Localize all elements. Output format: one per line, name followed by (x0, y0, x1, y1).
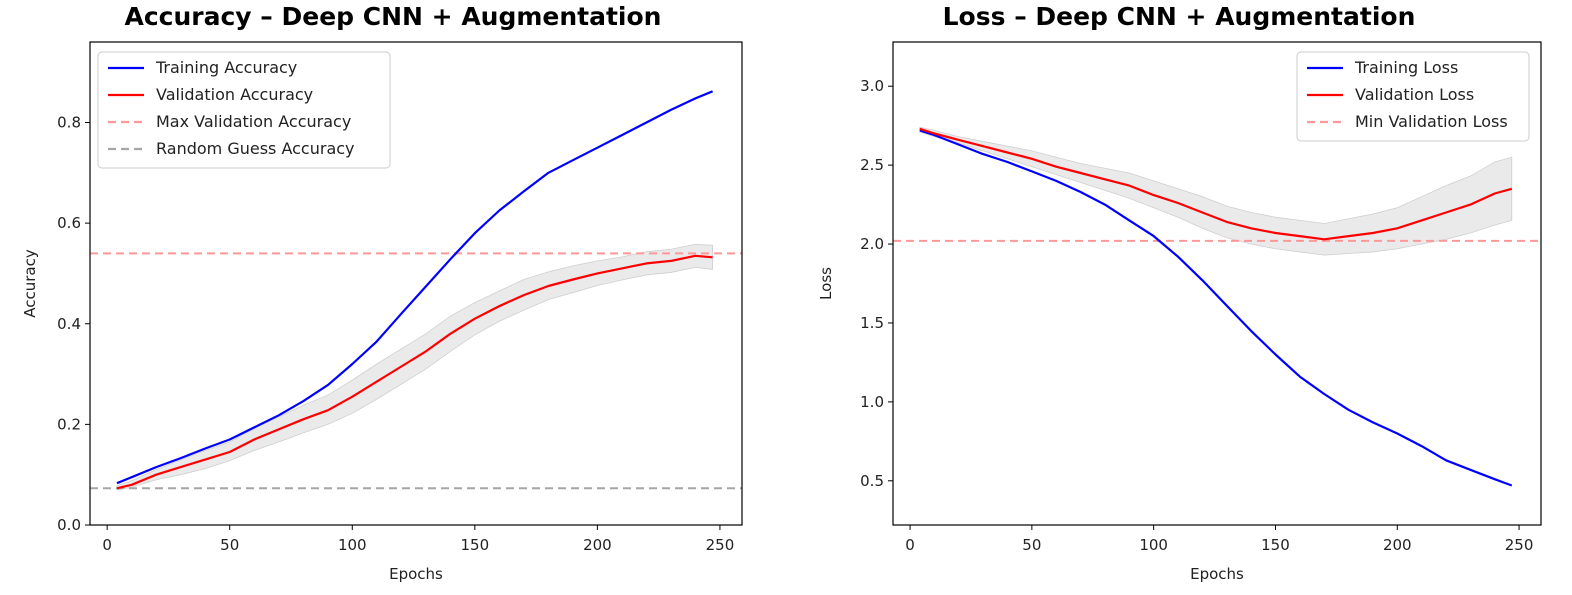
x-tick-label: 250 (706, 536, 735, 554)
x-axis-label: Epochs (1190, 565, 1244, 583)
legend-label-validation-accuracy: Validation Accuracy (156, 85, 313, 104)
y-tick-label: 1.0 (860, 393, 884, 411)
validation-accuracy-band (116, 243, 713, 491)
x-tick-label: 0 (102, 536, 112, 554)
y-tick-label: 0.8 (57, 114, 81, 132)
legend-label-max-validation-accuracy: Max Validation Accuracy (156, 112, 351, 131)
accuracy-chart-panel: 0 50 100 150 200 250 0.0 0.2 0.4 0.6 0.8 Epochs Accu… (21, 2, 743, 583)
plot-frame (89, 41, 743, 526)
loss-chart-panel: 0 50 100 150 200 250 0.5 1.0 1.5 2.0 2.5 3.0 Epochs L… (786, 0, 1572, 595)
validation-accuracy-line (116, 254, 713, 490)
y-tick-label: 2.5 (860, 156, 884, 174)
y-tick-label: 0.5 (860, 472, 884, 490)
plot-frame (892, 41, 1542, 526)
training-accuracy-line (116, 90, 714, 485)
x-tick-label: 50 (220, 536, 239, 554)
x-tick-label: 250 (1505, 536, 1534, 554)
x-tick-label: 200 (1383, 536, 1412, 554)
x-axis-label: Epochs (389, 565, 443, 583)
y-axis-label: Accuracy (21, 249, 39, 318)
training-loss-line (919, 129, 1513, 487)
validation-loss-line (919, 127, 1513, 241)
legend-box (1296, 51, 1530, 142)
y-tick-label: 1.5 (860, 314, 884, 332)
x-tick-label: 50 (1022, 536, 1041, 554)
legend-label-training-accuracy: Training Accuracy (155, 58, 297, 77)
legend-label-random-guess-accuracy: Random Guess Accuracy (156, 139, 355, 158)
loss-chart: 0 50 100 150 200 250 0.5 1.0 1.5 2.0 2.5 3.0 Epochs L… (817, 41, 1542, 583)
x-tick-label: 0 (905, 536, 915, 554)
y-axis-label: Loss (817, 267, 835, 300)
x-tick-label: 100 (1139, 536, 1168, 554)
y-tick-label: 2.0 (860, 235, 884, 253)
x-tick-label: 100 (338, 536, 367, 554)
legend-label-validation-loss: Validation Loss (1355, 85, 1474, 104)
accuracy-chart: 0 50 100 150 200 250 0.0 0.2 0.4 0.6 0.8 Epochs Accu… (21, 41, 743, 583)
y-tick-label: 0.0 (57, 516, 81, 534)
legend-label-training-loss: Training Loss (1354, 58, 1458, 77)
y-tick-label: 3.0 (860, 77, 884, 95)
loss-chart-title: Loss – Deep CNN + Augmentation (942, 2, 1416, 31)
x-tick-label: 150 (461, 536, 490, 554)
x-tick-label: 150 (1261, 536, 1290, 554)
x-tick-label: 200 (583, 536, 612, 554)
validation-loss-band (919, 126, 1513, 256)
y-tick-label: 0.4 (57, 315, 81, 333)
accuracy-chart-title: Accuracy – Deep CNN + Augmentation (124, 2, 662, 31)
legend-label-min-validation-loss: Min Validation Loss (1355, 112, 1508, 131)
legend-box (97, 51, 391, 169)
y-tick-label: 0.6 (57, 214, 81, 232)
y-tick-label: 0.2 (57, 415, 81, 433)
